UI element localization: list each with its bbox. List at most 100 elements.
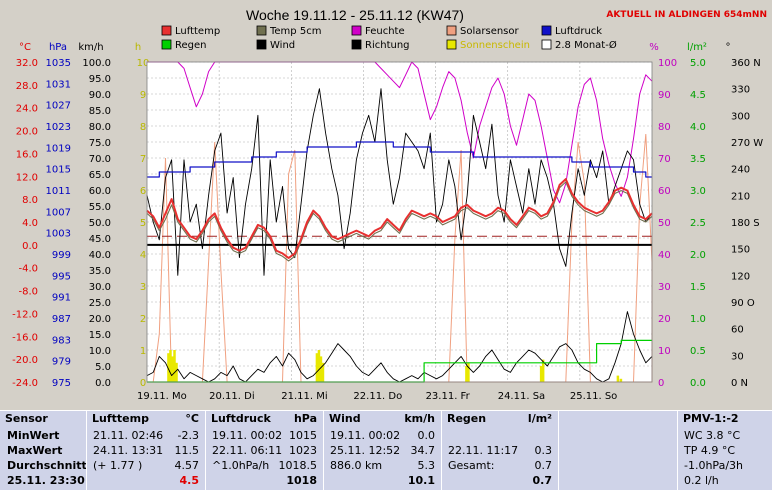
sunshine-bar-13 xyxy=(616,375,620,382)
luftdruck-header: Luftdruck xyxy=(211,412,271,425)
axis-unit-kmh: km/h xyxy=(78,42,103,53)
regen-column: Regen l/m² 22.11. 11:17 0.3 Gesamt: 0.7 0.7 xyxy=(442,410,558,490)
tick-temp-10: -8.0 xyxy=(18,287,38,298)
luftdruck-min-time: 19.11. 00:02 xyxy=(212,429,283,442)
axis-unit-headers: °C hPa km/h h% l/m² ° xyxy=(19,42,730,53)
lufttemp-min-time: 21.11. 02:46 xyxy=(93,429,164,442)
legend-label-temp5cm: Temp 5cm xyxy=(269,26,321,37)
regen-max-time: 22.11. 11:17 xyxy=(448,444,519,457)
tick-kmh-16: 20.0 xyxy=(89,314,111,325)
tick-kmh-1: 95.0 xyxy=(89,74,111,85)
chart-title: Woche 19.11.12 - 25.11.12 (KW47) xyxy=(246,7,464,23)
x-label-day-0: 19.11. Mo xyxy=(137,391,187,402)
legend-label-solarsensor: Solarsensor xyxy=(460,26,520,37)
luftdruck-max-value: 1023 xyxy=(289,444,317,457)
tick-kmh-17: 15.0 xyxy=(89,330,111,341)
sensor-header: Sensor xyxy=(5,412,48,425)
sunshine-bar-11 xyxy=(539,366,543,382)
legend-swatch-solarsensor xyxy=(446,25,457,36)
lufttemp-header: Lufttemp xyxy=(92,412,149,425)
legend-label-avg: 2.8 Monat-Ø xyxy=(555,39,617,51)
pmv-rain-rate: 0.2 l/h xyxy=(684,474,719,487)
legend-swatch-luftdruck xyxy=(541,25,552,36)
tick-rain-1: 4.5 xyxy=(690,90,706,101)
x-label-day-3: 22.11. Do xyxy=(353,391,402,402)
tick-percent-5: 50 xyxy=(658,218,671,229)
sunshine-bar-0 xyxy=(167,353,170,382)
tick-dir-6: 180 S xyxy=(731,218,760,229)
tick-percent-10: 0 xyxy=(658,378,664,389)
tick-temp-2: 24.0 xyxy=(16,104,38,115)
tick-rain-3: 3.5 xyxy=(690,154,706,165)
luftdruck-max-time: 22.11. 06:11 xyxy=(212,444,283,457)
tick-temp-11: -12.0 xyxy=(12,309,38,320)
regen-current-value: 0.7 xyxy=(532,474,553,487)
tick-temp-9: -4.0 xyxy=(18,264,38,275)
lufttemp-column: Lufttemp °C 21.11. 02:46 -2.3 24.11. 13:31… xyxy=(87,410,205,490)
tick-temp-8: 0.0 xyxy=(22,241,38,252)
summary-table: Sensor MinWert MaxWert Durchschnitt 25.1… xyxy=(0,410,772,490)
luftdruck-min-value: 1015 xyxy=(289,429,317,442)
tick-percent-4: 60 xyxy=(658,186,671,197)
axis-unit-dir: ° xyxy=(726,42,731,53)
tick-kmh-9: 55.0 xyxy=(89,202,111,213)
weather-chart: Woche 19.11.12 - 25.11.12 (KW47) AKTUELL… xyxy=(12,7,767,402)
axis-unit-percent: % xyxy=(649,42,659,53)
tick-kmh-18: 10.0 xyxy=(89,346,111,357)
tick-rain-0: 5.0 xyxy=(690,58,706,69)
tick-sun_h-7: 3 xyxy=(140,282,146,293)
tick-hpa-3: 1023 xyxy=(46,122,71,133)
tick-percent-9: 10 xyxy=(658,346,671,357)
sunshine-bar-7 xyxy=(319,356,323,382)
legend-swatch-sonnenschein xyxy=(446,39,457,50)
wind-column: Wind km/h 19.11. 00:02 0.0 25.11. 12:52 34.… xyxy=(324,410,441,490)
wind-distance: 886.0 km xyxy=(330,459,383,472)
tick-hpa-11: 991 xyxy=(52,293,71,304)
row-label-max: MaxWert xyxy=(7,444,63,457)
tick-dir-1: 330 xyxy=(731,85,750,96)
sunshine-bar-14 xyxy=(619,378,623,382)
tick-kmh-5: 75.0 xyxy=(89,138,111,149)
tick-sun_h-4: 6 xyxy=(140,186,146,197)
tick-kmh-3: 85.0 xyxy=(89,106,111,117)
tick-dir-4: 240 xyxy=(731,165,750,176)
x-label-day-5: 24.11. Sa xyxy=(498,391,545,402)
tick-sun_h-6: 4 xyxy=(140,250,146,261)
tick-hpa-7: 1007 xyxy=(46,207,71,218)
sunshine-bar-4 xyxy=(175,362,178,382)
tick-kmh-15: 25.0 xyxy=(89,298,111,309)
series-lufttemp xyxy=(146,178,653,259)
wind-max-time: 25.11. 12:52 xyxy=(330,444,401,457)
chart-legend: Lufttemp Temp 5cm Feuchte Solarsensor Luftdr… xyxy=(161,25,617,51)
wind-current-value: 10.1 xyxy=(407,474,435,487)
sunshine-bar-12 xyxy=(541,359,545,382)
tick-temp-0: 32.0 xyxy=(16,58,38,69)
series-luftdruck xyxy=(147,141,652,178)
legend-swatch-regen xyxy=(161,39,172,50)
sunshine-bar-10 xyxy=(467,362,470,382)
legend-label-feuchte: Feuchte xyxy=(365,26,405,37)
luftdruck-current-value: 1018 xyxy=(286,474,317,487)
plot-border xyxy=(146,61,653,383)
luftdruck-trend: ^1.0hPa/h xyxy=(212,459,270,472)
tick-dir-11: 30 xyxy=(731,351,744,362)
series-temp5cm xyxy=(146,181,653,262)
regen-max-value: 0.3 xyxy=(534,444,553,457)
lufttemp-max-value: 11.5 xyxy=(174,444,200,457)
sunshine-bar-3 xyxy=(173,350,176,382)
axis-unit-temp: °C xyxy=(19,42,31,53)
regen-unit: l/m² xyxy=(527,412,552,425)
tick-sun_h-1: 9 xyxy=(140,90,146,101)
tick-kmh-12: 40.0 xyxy=(89,250,111,261)
series-richtung xyxy=(146,88,653,276)
empty-column xyxy=(559,410,677,490)
tick-dir-2: 300 xyxy=(731,111,750,122)
tick-sun_h-8: 2 xyxy=(140,314,146,325)
legend-swatch-richtung xyxy=(351,39,362,50)
sunshine-bar-2 xyxy=(171,356,174,382)
tick-sun_h-5: 5 xyxy=(140,218,146,229)
tick-hpa-14: 979 xyxy=(52,357,71,368)
tick-sun_h-3: 7 xyxy=(140,154,146,165)
pmv-pressure-trend: -1.0hPa/3h xyxy=(684,459,743,472)
legend-swatch-wind xyxy=(256,39,267,50)
